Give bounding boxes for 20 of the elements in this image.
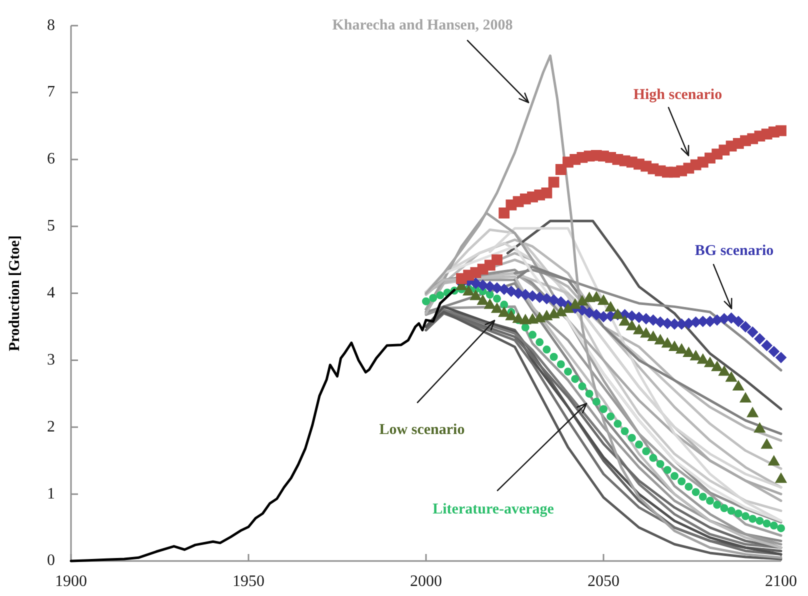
text: Low scenario	[379, 422, 465, 438]
x-tick-label: 1950	[232, 572, 264, 590]
x-tick-label: 2050	[588, 572, 620, 590]
y-tick-label: 2	[47, 418, 55, 436]
x-tick-label: 1900	[55, 572, 87, 590]
x-tick-label: 2100	[765, 572, 797, 590]
y-tick-label: 1	[47, 485, 55, 502]
y-tick-label: 0	[47, 552, 55, 570]
y-tick-label: 5	[47, 218, 55, 235]
y-tick-label: 7	[47, 84, 55, 101]
text: BG scenario	[694, 242, 774, 259]
y-tick-label: 4	[47, 284, 55, 302]
text: Kharecha and Hansen, 2008	[332, 17, 513, 34]
y-tick-label: 6	[47, 150, 55, 168]
y-tick-label: 3	[47, 351, 55, 368]
y-tick-label: 8	[47, 16, 55, 34]
y-axis-title: Production [Gtoe]	[6, 235, 23, 352]
text: High scenario	[633, 87, 722, 104]
text: Literature-average	[432, 502, 554, 518]
x-tick-label: 2000	[410, 572, 442, 590]
